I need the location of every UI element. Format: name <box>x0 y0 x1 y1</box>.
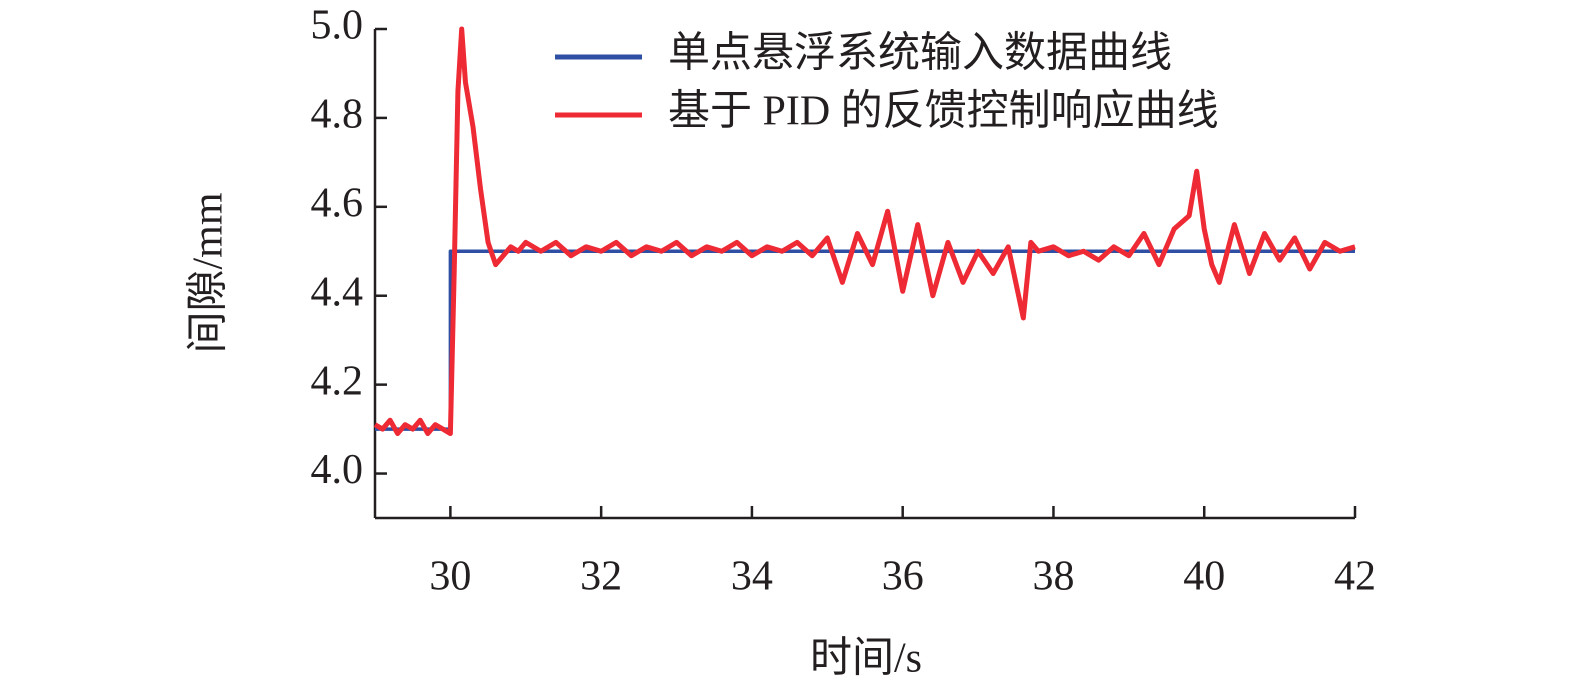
y-tick-label: 4.6 <box>311 180 364 226</box>
x-tick-label: 36 <box>882 554 924 600</box>
x-tick-label: 38 <box>1032 554 1074 600</box>
x-tick-label: 42 <box>1334 554 1376 600</box>
y-axis-label: 间隙/mm <box>186 192 232 353</box>
y-tick-label: 4.4 <box>311 269 364 315</box>
y-tick-label: 4.0 <box>311 447 364 493</box>
x-tick-label: 30 <box>429 554 471 600</box>
x-tick-label: 32 <box>580 554 622 600</box>
x-tick-label: 34 <box>731 554 773 600</box>
x-axis-label: 时间/s <box>810 636 922 682</box>
y-tick-label: 4.2 <box>311 358 364 404</box>
legend-label: 单点悬浮系统输入数据曲线 <box>668 31 1172 77</box>
series-line <box>375 249 1355 431</box>
y-tick-label: 5.0 <box>311 3 364 49</box>
x-tick-label: 40 <box>1183 554 1225 600</box>
legend-label: 基于 PID 的反馈控制响应曲线 <box>668 88 1219 135</box>
series-line <box>373 26 1356 437</box>
y-tick-label: 4.8 <box>311 92 364 138</box>
